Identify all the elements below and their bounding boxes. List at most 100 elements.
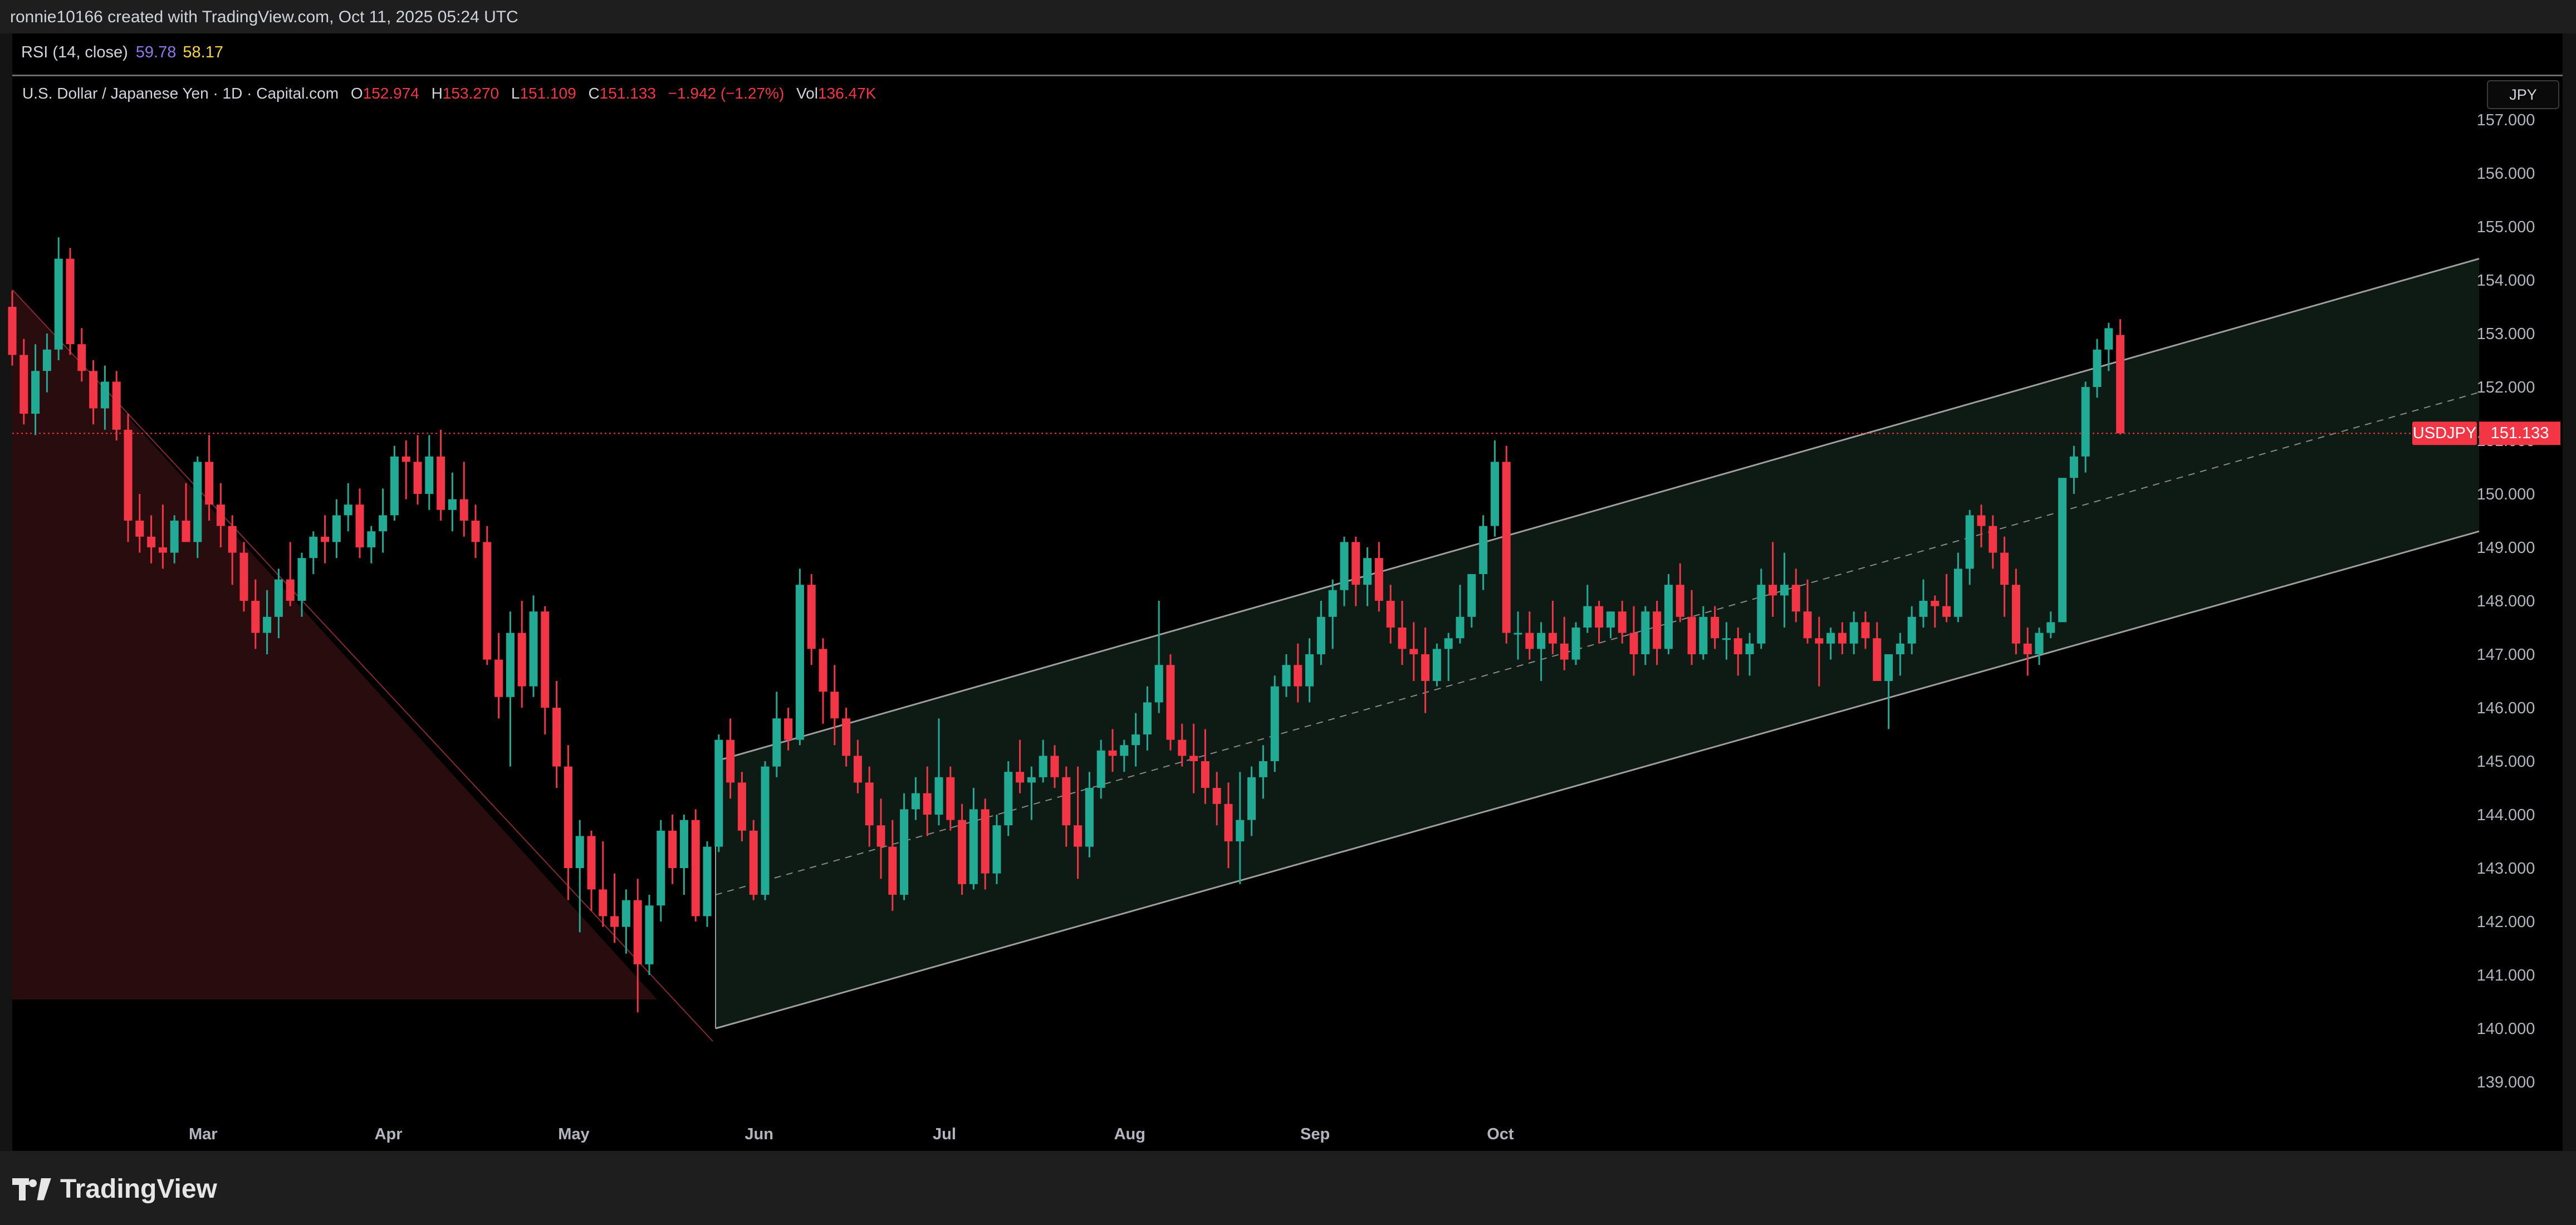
candle-body xyxy=(853,756,862,783)
tradingview-logo[interactable]: TradingView xyxy=(12,1174,217,1204)
candle-body xyxy=(1873,638,1882,681)
currency-button[interactable]: JPY xyxy=(2487,80,2559,109)
candle-body xyxy=(992,825,1001,874)
time-axis-month: Mar xyxy=(189,1125,218,1143)
candle-body xyxy=(1374,558,1383,601)
symbol-legend: U.S. Dollar / Japanese Yen · 1D · Capita… xyxy=(22,85,876,102)
top-caption-bar: ronnie10166 created with TradingView.com… xyxy=(0,0,2576,33)
price-axis-tick: 152.000 xyxy=(2477,379,2535,396)
candle-body xyxy=(1143,702,1152,734)
candle-body xyxy=(1699,616,1708,654)
close-value: 151.133 xyxy=(599,85,656,102)
candle-body xyxy=(1132,734,1140,746)
candle-body xyxy=(471,521,480,542)
candle-body xyxy=(1340,542,1349,590)
candle-body xyxy=(19,355,28,414)
candle-body xyxy=(124,429,133,521)
candle-body xyxy=(2000,552,2009,585)
candle-body xyxy=(1027,777,1036,783)
candle-body xyxy=(274,579,283,617)
candle-body xyxy=(1791,585,1800,612)
candle-body xyxy=(1189,756,1198,761)
candle-body xyxy=(1282,665,1291,687)
change-value: −1.942 (−1.27%) xyxy=(668,85,785,102)
candle-body xyxy=(2011,585,2020,644)
price-tag: 151.133 xyxy=(2491,424,2549,442)
candle-body xyxy=(66,258,75,345)
time-axis-month: Jun xyxy=(745,1125,773,1143)
candle-body xyxy=(2081,387,2090,457)
brand-name: TradingView xyxy=(60,1174,217,1204)
candle-body xyxy=(819,649,827,692)
candle-body xyxy=(1919,601,1928,617)
candle-body xyxy=(599,889,608,917)
candle-body xyxy=(1096,750,1105,788)
price-axis-tick: 156.000 xyxy=(2477,165,2535,183)
rsi-name: RSI (14, close) xyxy=(21,43,128,61)
candle-body xyxy=(2116,335,2125,434)
candle-body xyxy=(1074,825,1083,847)
candle-body xyxy=(413,462,422,494)
candle-body xyxy=(1490,462,1499,526)
candle-body xyxy=(923,793,932,815)
channel-fill xyxy=(716,258,2479,1029)
candle-body xyxy=(2035,633,2044,654)
price-axis-tick: 143.000 xyxy=(2477,860,2535,878)
price-axis-tick: 147.000 xyxy=(2477,646,2535,664)
candle-body xyxy=(286,579,295,601)
candle-body xyxy=(1711,616,1720,639)
candle-body xyxy=(1977,515,1986,526)
rsi-value-2: 58.17 xyxy=(183,43,223,61)
candle-body xyxy=(1305,654,1314,687)
candle-body xyxy=(1780,585,1789,596)
high-value: 153.270 xyxy=(442,85,499,102)
candle-body xyxy=(459,499,468,521)
candle-body xyxy=(1664,585,1673,649)
candle-body xyxy=(297,558,306,601)
candle-body xyxy=(865,782,874,826)
candle-body xyxy=(77,344,86,371)
price-pane[interactable] xyxy=(12,76,2563,1151)
channel-lower-line xyxy=(715,530,2480,1030)
rsi-pane[interactable]: RSI (14, close) 59.78 58.17 xyxy=(12,33,2563,76)
candle-body xyxy=(900,809,909,895)
candle-body xyxy=(1757,585,1766,644)
candle-body xyxy=(1120,745,1129,756)
candle-body xyxy=(1398,628,1407,649)
channel-upper-line xyxy=(715,258,2480,762)
candle-body xyxy=(1722,638,1731,640)
candle-body xyxy=(228,526,237,553)
candle-body xyxy=(112,381,121,430)
candle-body xyxy=(1676,585,1684,617)
candle-body xyxy=(506,633,515,697)
candle-body xyxy=(1062,777,1071,826)
candle-body xyxy=(691,820,700,917)
candle-body xyxy=(448,499,457,510)
candle-body xyxy=(1907,616,1916,644)
candle-body xyxy=(1212,788,1221,804)
candle-body xyxy=(807,585,816,649)
descending-wedge-edge xyxy=(12,289,713,1042)
candle-body xyxy=(1328,590,1337,617)
open-value: 152.974 xyxy=(363,85,419,102)
candle-body xyxy=(679,820,688,868)
candle-body xyxy=(1826,633,1835,644)
candle-body xyxy=(981,809,990,874)
candle-body xyxy=(425,456,434,494)
candle-body xyxy=(1803,611,1812,639)
candle-body xyxy=(1050,756,1059,777)
candle-body xyxy=(1815,638,1824,644)
candle-body xyxy=(390,456,399,516)
candle-body xyxy=(1606,611,1615,628)
candle-body xyxy=(1467,574,1476,617)
candle-body xyxy=(8,307,17,355)
candle-body xyxy=(1108,750,1117,756)
candle-body xyxy=(216,504,225,526)
volume-value: 136.47K xyxy=(817,85,876,102)
candle-body xyxy=(575,836,584,868)
candle-body xyxy=(1386,601,1395,628)
candle-body xyxy=(309,536,318,558)
candle-body xyxy=(182,521,190,542)
candle-body xyxy=(1236,820,1245,841)
